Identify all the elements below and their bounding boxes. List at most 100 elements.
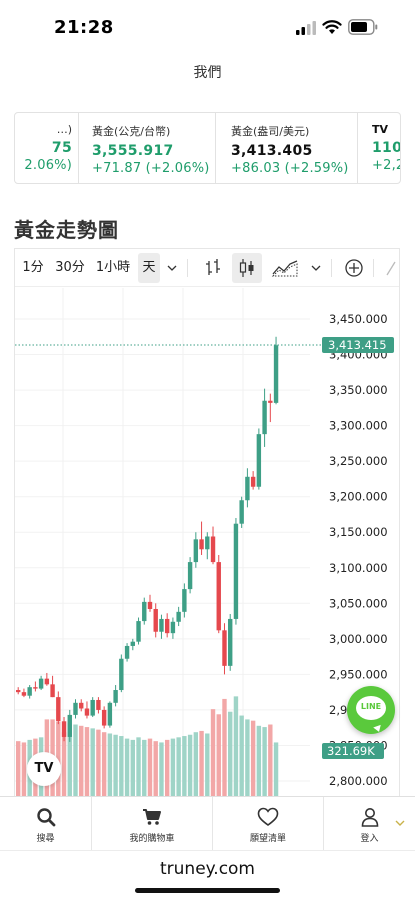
volume-bar (164, 739, 170, 808)
quote-ticker[interactable]: …) 75 2.06%) 黃金(公克/台幣) 3,555.917 +71.87 … (14, 112, 401, 184)
toolbar-divider (187, 259, 188, 277)
tradingview-logo-icon: TV (372, 123, 389, 136)
chevron-down-icon[interactable] (305, 253, 327, 283)
y-tick-label: 3,300.000 (329, 419, 388, 433)
volume-bar (153, 741, 158, 808)
candle-body (67, 714, 72, 737)
last-price-badge (322, 337, 394, 354)
line-chat-button[interactable]: LINE (347, 686, 395, 734)
candle-body (210, 536, 216, 563)
candle-body (90, 699, 95, 716)
site-title[interactable]: 我們 (193, 65, 222, 81)
quote-change: +86.03 (+2.59%) (231, 161, 349, 176)
candle-body (79, 702, 84, 709)
home-indicator (135, 888, 280, 893)
quote-price: 3,555.917 (92, 143, 174, 159)
quote-name: 黃金(公克/台幣) (92, 125, 171, 138)
y-tick-label: 2,800.000 (329, 774, 388, 788)
volume-bar (147, 738, 153, 808)
candle-body (73, 702, 78, 715)
add-indicator-icon[interactable] (339, 253, 369, 283)
candle-body (44, 678, 50, 685)
candle-body (21, 692, 27, 696)
chart-widget[interactable]: 1分 30分 1小時 天 3,450.00 (14, 248, 400, 808)
tab-login[interactable]: 登入 (323, 797, 415, 851)
chevron-down-icon[interactable] (394, 818, 406, 828)
candle-body (273, 345, 279, 403)
quote-card[interactable]: 黃金(公克/台幣) 3,555.917 +71.87 (+2.06%) (78, 113, 215, 183)
candle-body (136, 621, 141, 642)
candle-body (56, 697, 61, 722)
candle-body (113, 690, 118, 703)
chevron-down-icon[interactable] (161, 253, 183, 283)
candle-body (38, 678, 44, 689)
interval-1h-button[interactable]: 1小時 (95, 260, 131, 275)
candle-body (101, 709, 107, 726)
bottom-tab-bar: 搜尋 我的購物車 願望清單 登入 (0, 796, 415, 851)
drawing-icon[interactable] (379, 253, 400, 283)
candle-body (107, 702, 113, 726)
tab-wishlist[interactable]: 願望清單 (212, 797, 323, 851)
volume-bar (222, 698, 227, 808)
y-tick-label: 3,350.000 (329, 383, 388, 397)
volume-bar (84, 727, 90, 808)
cart-icon (143, 809, 161, 825)
interval-30m-button[interactable]: 30分 (55, 260, 85, 275)
tab-label: 願望清單 (249, 834, 286, 844)
candle-body (268, 400, 273, 403)
candle-body (61, 721, 67, 737)
volume-bar (90, 728, 95, 808)
candle-body (256, 434, 262, 487)
candle-body (245, 476, 250, 501)
area-chart-icon[interactable] (269, 253, 301, 283)
y-tick-label: 3,100.000 (329, 561, 388, 575)
volume-label: 321.69K (327, 744, 375, 758)
battery-icon (348, 19, 378, 35)
volume-bar (187, 734, 193, 808)
price-chart[interactable]: 3,450.0003,400.0003,350.0003,300.0003,25… (15, 288, 400, 808)
candle-body (96, 699, 101, 710)
candle-body (50, 684, 55, 698)
volume-bar (142, 739, 147, 808)
candle-body (222, 630, 227, 666)
candle-body (142, 601, 147, 622)
browser-url-bar[interactable]: truney.com (0, 850, 415, 900)
quote-change: +71.87 (+2.06%) (92, 161, 210, 176)
quote-card[interactable]: …) 75 2.06%) (15, 113, 78, 183)
candle-body (239, 500, 244, 524)
volume-bar (228, 711, 233, 808)
volume-bar (193, 732, 199, 808)
volume-bar (256, 725, 262, 808)
volume-bar (159, 742, 164, 808)
volume-bar (273, 742, 279, 808)
interval-1m-button[interactable]: 1分 (22, 260, 44, 275)
volume-bar (130, 739, 135, 808)
tab-cart[interactable]: 我的購物車 (91, 797, 212, 851)
candle-body (159, 618, 164, 632)
quote-card[interactable]: 黃金(盎司/美元) 3,413.405 +86.03 (+2.59%) (215, 113, 357, 183)
section-title: 黃金走勢圖 (14, 218, 119, 242)
tradingview-logo[interactable]: TV (27, 752, 61, 786)
bar-chart-icon[interactable] (198, 253, 228, 283)
volume-bar (250, 720, 256, 808)
volume-bar (216, 714, 221, 808)
candle-body (187, 562, 193, 590)
quote-price: 3,413.405 (231, 143, 313, 159)
volume-bar (170, 738, 176, 808)
candle-body (130, 641, 135, 646)
line-label: LINE (360, 702, 382, 711)
candlestick-icon[interactable] (232, 253, 262, 283)
quote-card[interactable]: TV 110 +2,23 (357, 113, 400, 183)
interval-1d-button[interactable]: 天 (138, 253, 160, 283)
tradingview-logo-icon: TV (34, 761, 54, 776)
status-time: 21:28 (54, 17, 114, 38)
volume-badge (322, 743, 384, 759)
tab-search[interactable]: 搜尋 (0, 797, 91, 851)
volume-bar (268, 724, 273, 808)
chart-toolbar: 1分 30分 1小時 天 (15, 249, 400, 287)
candle-body (199, 539, 204, 550)
candle-body (147, 601, 153, 609)
y-tick-label: 2,950.000 (329, 667, 388, 681)
candle-body (84, 708, 90, 716)
user-icon (361, 808, 378, 827)
